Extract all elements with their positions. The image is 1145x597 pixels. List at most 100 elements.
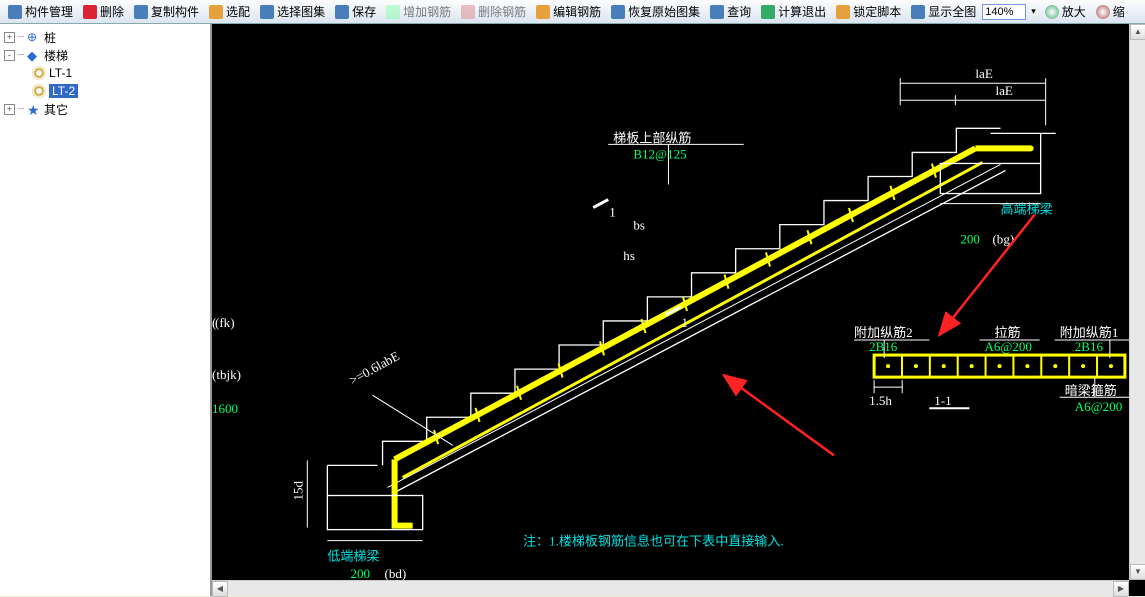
tree-expand-icon[interactable]: - (4, 50, 15, 61)
toolbar-构件管理[interactable]: 构件管理 (4, 2, 77, 22)
pin-icon: ⊕ (27, 30, 41, 44)
main-area: +┄⊕桩-┄◆楼梯LT-1LT-2+┄★其它 ((fk)(tbjk)160015… (0, 24, 1145, 596)
drawing-canvas-wrap: ((fk)(tbjk)160015d低端梯梁200(bd)>=0.6labE高端… (212, 24, 1145, 596)
toolbar-选配[interactable]: 选配 (205, 2, 254, 22)
toolbar-label: 构件管理 (25, 3, 73, 20)
tree-label: 其它 (44, 101, 68, 118)
toolbar-icon (911, 5, 925, 19)
slab-bottom (393, 170, 1006, 493)
toolbar-label: 保存 (352, 3, 376, 20)
tree-branch-icon: ┄ (18, 32, 24, 43)
label-sec11: 1-1 (934, 393, 951, 408)
label-fk: (fk) (215, 315, 235, 330)
toolbar-icon (335, 5, 349, 19)
toolbar-删除钢筋[interactable]: 删除钢筋 (457, 2, 530, 22)
toolbar-icon (461, 5, 475, 19)
toolbar-复制构件[interactable]: 复制构件 (130, 2, 203, 22)
tree-label: LT-2 (49, 84, 78, 98)
zoom-dropdown-icon[interactable]: ▾ (1031, 6, 1036, 17)
zoom-label: 缩 (1113, 3, 1125, 20)
toolbar-label: 删除 (100, 3, 124, 20)
zoom-out-button[interactable]: 缩 (1092, 2, 1129, 22)
tree-item-桩[interactable]: +┄⊕桩 (2, 28, 208, 46)
toolbar-增加钢筋[interactable]: 增加钢筋 (382, 2, 455, 22)
toolbar-显示全图[interactable]: 显示全图 (907, 2, 980, 22)
toolbar-icon (260, 5, 274, 19)
toolbar-锁定脚本[interactable]: 锁定脚本 (832, 2, 905, 22)
tree-branch-icon: ┄ (18, 50, 24, 61)
toolbar-选择图集[interactable]: 选择图集 (256, 2, 329, 22)
dist-rebar (403, 162, 983, 477)
tree-expand-icon[interactable]: + (4, 32, 15, 43)
label-one_b: 1 (681, 315, 688, 330)
tree-label: LT-1 (49, 66, 72, 80)
cad-canvas[interactable]: ((fk)(tbjk)160015d低端梯梁200(bd)>=0.6labE高端… (212, 24, 1145, 596)
toolbar-删除[interactable]: 删除 (79, 2, 128, 22)
label-one_a: 1 (609, 205, 616, 220)
scroll-down-icon[interactable]: ▼ (1130, 564, 1145, 580)
toolbar-恢复原始图集[interactable]: 恢复原始图集 (607, 2, 704, 22)
toolbar-icon (536, 5, 550, 19)
rebar-end (1028, 145, 1034, 151)
label-a6b: A6@200 (1075, 399, 1123, 414)
main-toolbar: 构件管理 删除 复制构件 选配 选择图集 保存增加钢筋删除钢筋 编辑钢筋 恢复原始图集查询 计算… (0, 0, 1145, 24)
toolbar-label: 显示全图 (928, 3, 976, 20)
label-toprebar: 梯板上部纵筋 (613, 130, 691, 145)
tree-branch-icon: ┄ (18, 104, 24, 115)
label-tie: 拉筋 (994, 325, 1020, 340)
tree-item-楼梯[interactable]: -┄◆楼梯 (2, 46, 208, 64)
label-b2b16b: 2B16 (1075, 339, 1104, 354)
scrollbar-horizontal[interactable]: ◀ ▶ (212, 580, 1129, 596)
scroll-right-icon[interactable]: ▶ (1113, 581, 1129, 597)
label-laE1: laE (975, 66, 992, 81)
annotation-arrow (724, 375, 834, 455)
tree-label: 楼梯 (44, 47, 68, 64)
tree-item-LT-1[interactable]: LT-1 (2, 64, 208, 82)
label-n1600: 1600 (212, 401, 239, 416)
toolbar-label: 锁定脚本 (853, 3, 901, 20)
scroll-up-icon[interactable]: ▲ (1130, 24, 1145, 40)
toolbar-保存[interactable]: 保存 (331, 2, 380, 22)
toolbar-label: 编辑钢筋 (553, 3, 601, 20)
magnifier-icon (1096, 5, 1110, 19)
label-add2: 附加纵筋2 (854, 325, 913, 340)
label-ge06: >=0.6labE (347, 348, 402, 388)
rebar-hook-low (395, 459, 413, 525)
toolbar-icon (710, 5, 724, 19)
gear-icon (32, 66, 46, 80)
tree-item-LT-2[interactable]: LT-2 (2, 82, 208, 100)
toolbar-label: 选配 (226, 3, 250, 20)
label-tbjk: (tbjk) (212, 367, 241, 382)
gear-icon (32, 84, 46, 98)
toolbar-编辑钢筋[interactable]: 编辑钢筋 (532, 2, 605, 22)
tree-expand-icon[interactable]: + (4, 104, 15, 115)
scroll-left-icon[interactable]: ◀ (212, 581, 228, 597)
toolbar-label: 恢复原始图集 (628, 3, 700, 20)
toolbar-icon (836, 5, 850, 19)
zoom-input[interactable] (982, 4, 1026, 20)
toolbar-icon (209, 5, 223, 19)
zoom-in-button[interactable]: 放大 (1041, 2, 1090, 22)
tree-label: 桩 (44, 29, 56, 46)
label-n200bd: 200 (350, 566, 370, 581)
tree-item-其它[interactable]: +┄★其它 (2, 100, 208, 118)
label-lowbeam: 低端梯梁 (327, 549, 379, 564)
toolbar-label: 复制构件 (151, 3, 199, 20)
label-d15: 15d (290, 480, 305, 500)
toolbar-icon (611, 5, 625, 19)
toolbar-label: 计算退出 (778, 3, 826, 20)
label-bs: bs (633, 218, 645, 233)
label-stirrup: 暗梁箍筋 (1065, 383, 1117, 398)
scrollbar-vertical[interactable]: ▲ ▼ (1129, 24, 1145, 580)
toolbar-icon (134, 5, 148, 19)
toolbar-icon (386, 5, 400, 19)
label-b2b16a: 2B16 (869, 339, 898, 354)
toolbar-label: 选择图集 (277, 3, 325, 20)
label-note: 注：1.楼梯板钢筋信息也可在下表中直接输入. (523, 534, 784, 549)
toolbar-查询[interactable]: 查询 (706, 2, 755, 22)
toolbar-icon (8, 5, 22, 19)
zoom-label: 放大 (1062, 3, 1086, 20)
toolbar-计算退出[interactable]: 计算退出 (757, 2, 830, 22)
diamond-icon: ◆ (27, 48, 41, 62)
label-n200bg: 200 (960, 232, 980, 247)
